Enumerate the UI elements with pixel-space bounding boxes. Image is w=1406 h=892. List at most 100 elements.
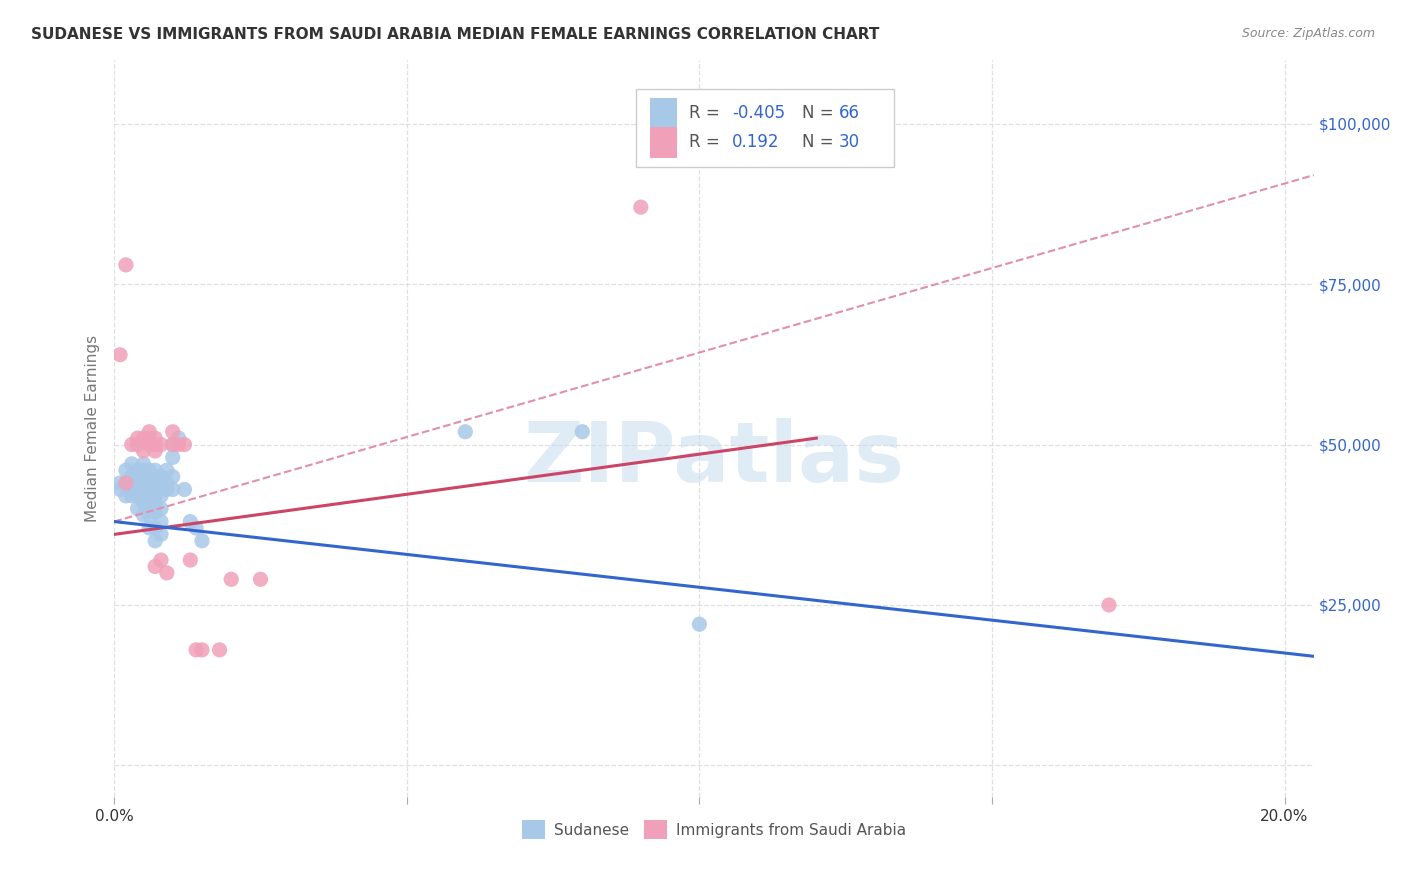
Point [138, 425, 160, 439]
Point [138, 437, 160, 451]
Text: 30: 30 [839, 133, 860, 152]
Point [138, 521, 160, 535]
Point [150, 501, 173, 516]
Point [143, 431, 166, 445]
Y-axis label: Median Female Earnings: Median Female Earnings [86, 335, 100, 522]
Point [115, 489, 138, 503]
Point [143, 533, 166, 548]
Point [167, 437, 190, 451]
Point [150, 553, 173, 567]
Point [630, 200, 652, 214]
Point [127, 431, 149, 445]
Point [127, 463, 149, 477]
Point [127, 476, 149, 491]
Point [143, 489, 166, 503]
Point [115, 476, 138, 491]
Point [132, 495, 155, 509]
Point [132, 479, 155, 493]
Point [127, 437, 149, 451]
Text: ZIPatlas: ZIPatlas [523, 417, 904, 499]
Point [132, 469, 155, 483]
Point [191, 533, 214, 548]
Point [1098, 598, 1121, 612]
Legend: Sudanese, Immigrants from Saudi Arabia: Sudanese, Immigrants from Saudi Arabia [516, 814, 912, 845]
Text: 0.192: 0.192 [733, 133, 779, 152]
Point [121, 476, 143, 491]
Point [162, 425, 184, 439]
Point [571, 425, 593, 439]
Text: -0.405: -0.405 [733, 104, 785, 122]
Text: R =: R = [689, 104, 724, 122]
Point [150, 527, 173, 541]
Point [184, 521, 207, 535]
Point [132, 489, 155, 503]
Bar [651, 127, 676, 158]
Point [143, 505, 166, 519]
Point [127, 469, 149, 483]
Point [121, 483, 143, 497]
Point [132, 431, 155, 445]
Point [150, 437, 173, 451]
Point [143, 476, 166, 491]
Bar [636, 89, 894, 167]
Point [138, 431, 160, 445]
Text: N =: N = [801, 104, 838, 122]
Point [143, 495, 166, 509]
Point [115, 258, 138, 272]
Point [688, 617, 710, 632]
Point [150, 515, 173, 529]
Point [138, 469, 160, 483]
Point [173, 437, 195, 451]
Point [191, 643, 214, 657]
Point [132, 444, 155, 458]
Point [127, 483, 149, 497]
Point [108, 476, 131, 491]
Point [132, 508, 155, 523]
Point [179, 515, 201, 529]
Point [156, 476, 179, 491]
Point [108, 483, 131, 497]
Point [143, 437, 166, 451]
Point [121, 437, 143, 451]
Point [162, 437, 184, 451]
Point [219, 572, 242, 586]
Point [121, 469, 143, 483]
Point [143, 483, 166, 497]
Point [143, 469, 166, 483]
Point [138, 495, 160, 509]
Text: Source: ZipAtlas.com: Source: ZipAtlas.com [1241, 27, 1375, 40]
Point [138, 489, 160, 503]
Point [249, 572, 271, 586]
Point [143, 521, 166, 535]
Point [121, 457, 143, 471]
Text: SUDANESE VS IMMIGRANTS FROM SAUDI ARABIA MEDIAN FEMALE EARNINGS CORRELATION CHAR: SUDANESE VS IMMIGRANTS FROM SAUDI ARABIA… [31, 27, 879, 42]
Point [208, 643, 231, 657]
Point [108, 348, 131, 362]
Point [167, 431, 190, 445]
Point [184, 643, 207, 657]
Point [156, 566, 179, 580]
Text: R =: R = [689, 133, 724, 152]
Point [115, 476, 138, 491]
Point [138, 483, 160, 497]
Point [454, 425, 477, 439]
Point [162, 450, 184, 465]
Point [150, 476, 173, 491]
Point [132, 483, 155, 497]
Text: 66: 66 [839, 104, 859, 122]
Point [127, 501, 149, 516]
Point [156, 483, 179, 497]
Point [143, 444, 166, 458]
Point [138, 476, 160, 491]
Point [143, 463, 166, 477]
Point [162, 437, 184, 451]
Point [132, 463, 155, 477]
Point [115, 463, 138, 477]
Point [179, 553, 201, 567]
Point [150, 469, 173, 483]
Point [121, 489, 143, 503]
Point [138, 479, 160, 493]
Point [132, 457, 155, 471]
Text: N =: N = [801, 133, 838, 152]
Point [150, 489, 173, 503]
